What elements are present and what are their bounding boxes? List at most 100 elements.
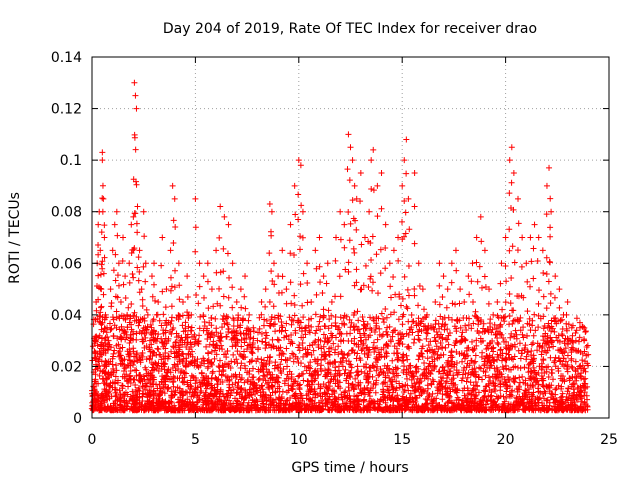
data-point	[300, 353, 307, 360]
data-point	[270, 343, 277, 350]
data-point	[282, 327, 289, 334]
data-point	[254, 329, 261, 336]
data-point	[153, 397, 160, 404]
data-point	[155, 346, 162, 353]
data-point	[426, 360, 433, 367]
data-point	[215, 363, 222, 370]
data-point	[483, 397, 490, 404]
data-point	[509, 387, 516, 394]
data-point	[502, 362, 509, 369]
data-point	[291, 312, 298, 319]
data-point	[316, 318, 323, 325]
data-point	[142, 386, 149, 393]
data-point	[584, 342, 591, 349]
data-point	[203, 343, 210, 350]
data-point	[197, 313, 204, 320]
data-point	[359, 346, 366, 353]
data-point	[325, 348, 332, 355]
data-point	[575, 338, 582, 345]
data-point	[358, 390, 365, 397]
data-point	[369, 385, 376, 392]
data-point	[429, 390, 436, 397]
data-point	[297, 381, 304, 388]
data-point	[326, 359, 333, 366]
data-point	[487, 362, 494, 369]
data-point	[312, 330, 319, 337]
data-point	[161, 361, 168, 368]
data-point	[444, 336, 451, 343]
y-tick-label: 0.08	[51, 205, 82, 221]
data-point	[89, 343, 96, 350]
data-point	[372, 389, 379, 396]
data-point	[148, 341, 155, 348]
data-point	[277, 361, 284, 368]
data-point	[557, 394, 564, 401]
data-point	[535, 381, 542, 388]
data-point	[416, 337, 423, 344]
data-point	[152, 360, 159, 367]
data-point	[343, 357, 350, 364]
data-point	[172, 389, 179, 396]
data-point	[558, 331, 565, 338]
data-point	[573, 315, 580, 322]
data-point	[206, 319, 213, 326]
data-point	[256, 325, 263, 332]
data-point	[160, 360, 167, 367]
data-point	[468, 325, 475, 332]
data-point	[309, 378, 316, 385]
data-point	[545, 320, 552, 327]
data-point	[261, 373, 268, 380]
data-point	[312, 338, 319, 345]
data-point	[355, 317, 362, 324]
chart-title: Day 204 of 2019, Rate Of TEC Index for r…	[163, 21, 537, 37]
data-point	[467, 379, 474, 386]
data-point	[453, 397, 460, 404]
data-point	[440, 351, 447, 358]
data-point	[179, 322, 186, 329]
data-point	[114, 335, 121, 342]
data-point	[370, 315, 377, 322]
data-point	[279, 324, 286, 331]
data-point	[384, 324, 391, 331]
x-tick-label: 5	[191, 432, 200, 448]
data-point	[550, 343, 557, 350]
data-point	[339, 350, 346, 357]
data-point	[370, 339, 377, 346]
data-point	[126, 339, 133, 346]
data-point	[183, 370, 190, 377]
data-point	[267, 323, 274, 330]
data-point	[545, 374, 552, 381]
data-point	[170, 383, 177, 390]
data-point	[318, 357, 325, 364]
data-point	[442, 344, 449, 351]
data-point	[320, 312, 327, 319]
data-point	[130, 328, 137, 335]
data-point	[459, 329, 466, 336]
data-point	[491, 365, 498, 372]
data-point	[194, 356, 201, 363]
data-point	[401, 363, 408, 370]
data-point	[425, 375, 432, 382]
data-point	[393, 395, 400, 402]
data-point	[347, 361, 354, 368]
data-point	[536, 363, 543, 370]
data-point	[516, 374, 523, 381]
data-point	[168, 317, 175, 324]
data-point	[338, 359, 345, 366]
data-point	[192, 380, 199, 387]
data-point	[180, 378, 187, 385]
data-point	[180, 369, 187, 376]
data-point	[500, 393, 507, 400]
data-point	[179, 350, 186, 357]
data-point	[328, 322, 335, 329]
data-point	[158, 322, 165, 329]
data-point	[133, 367, 140, 374]
data-point	[147, 321, 154, 328]
data-point	[383, 328, 390, 335]
x-tick-label: 20	[497, 432, 515, 448]
y-axis-label: ROTI / TECUs	[7, 192, 23, 284]
data-point	[358, 347, 365, 354]
data-point	[534, 347, 541, 354]
data-point	[198, 379, 205, 386]
data-point	[530, 332, 537, 339]
